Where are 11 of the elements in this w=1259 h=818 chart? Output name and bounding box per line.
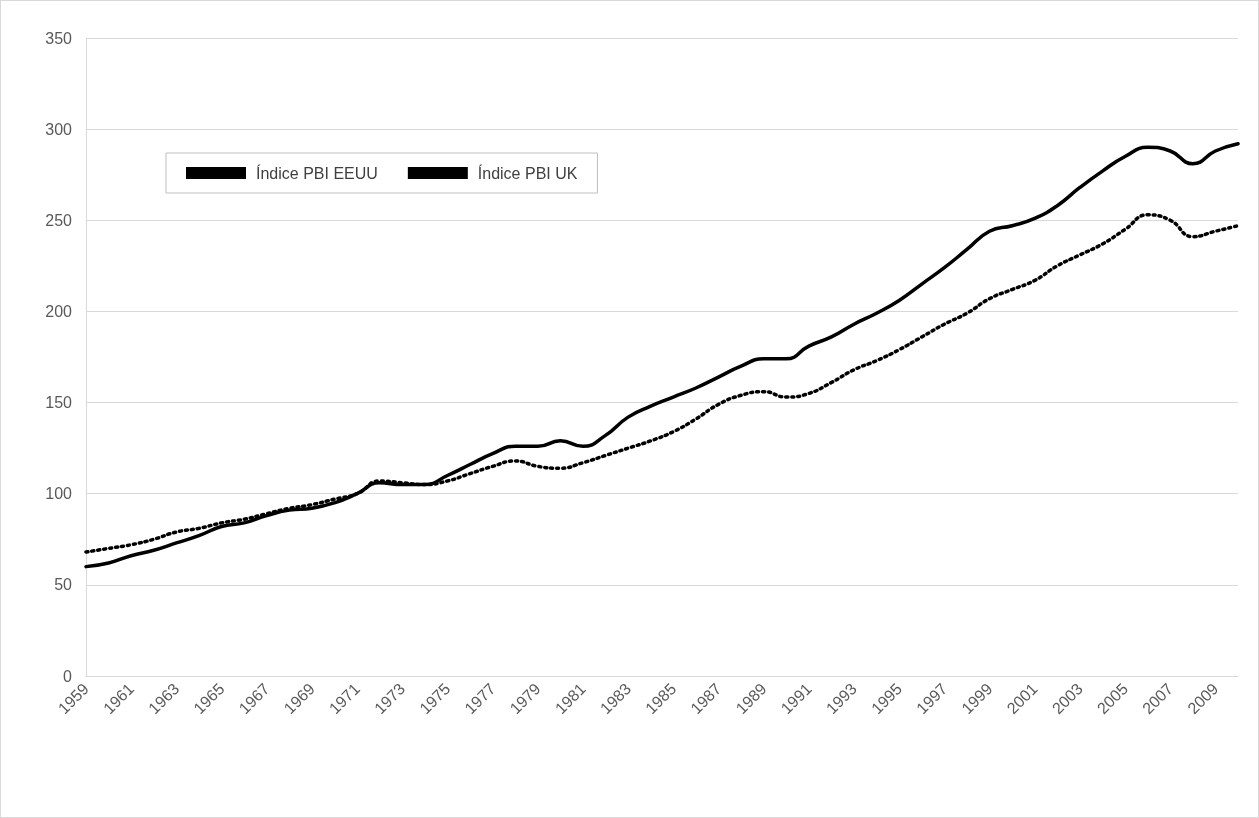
legend-label: Índice PBI EEUU	[256, 163, 378, 182]
y-tick-label: 100	[45, 485, 73, 503]
y-tick-label: 50	[54, 576, 73, 594]
y-tick-label: 250	[45, 211, 73, 229]
y-tick-label: 150	[45, 394, 73, 412]
line-series	[84, 141, 1240, 569]
y-tick-label: 300	[45, 120, 73, 138]
y-tick-label: 0	[63, 667, 73, 685]
y-tick-label: 200	[45, 302, 73, 320]
legend-label: Índice PBI UK	[477, 163, 578, 182]
y-tick-label: 350	[45, 29, 73, 47]
